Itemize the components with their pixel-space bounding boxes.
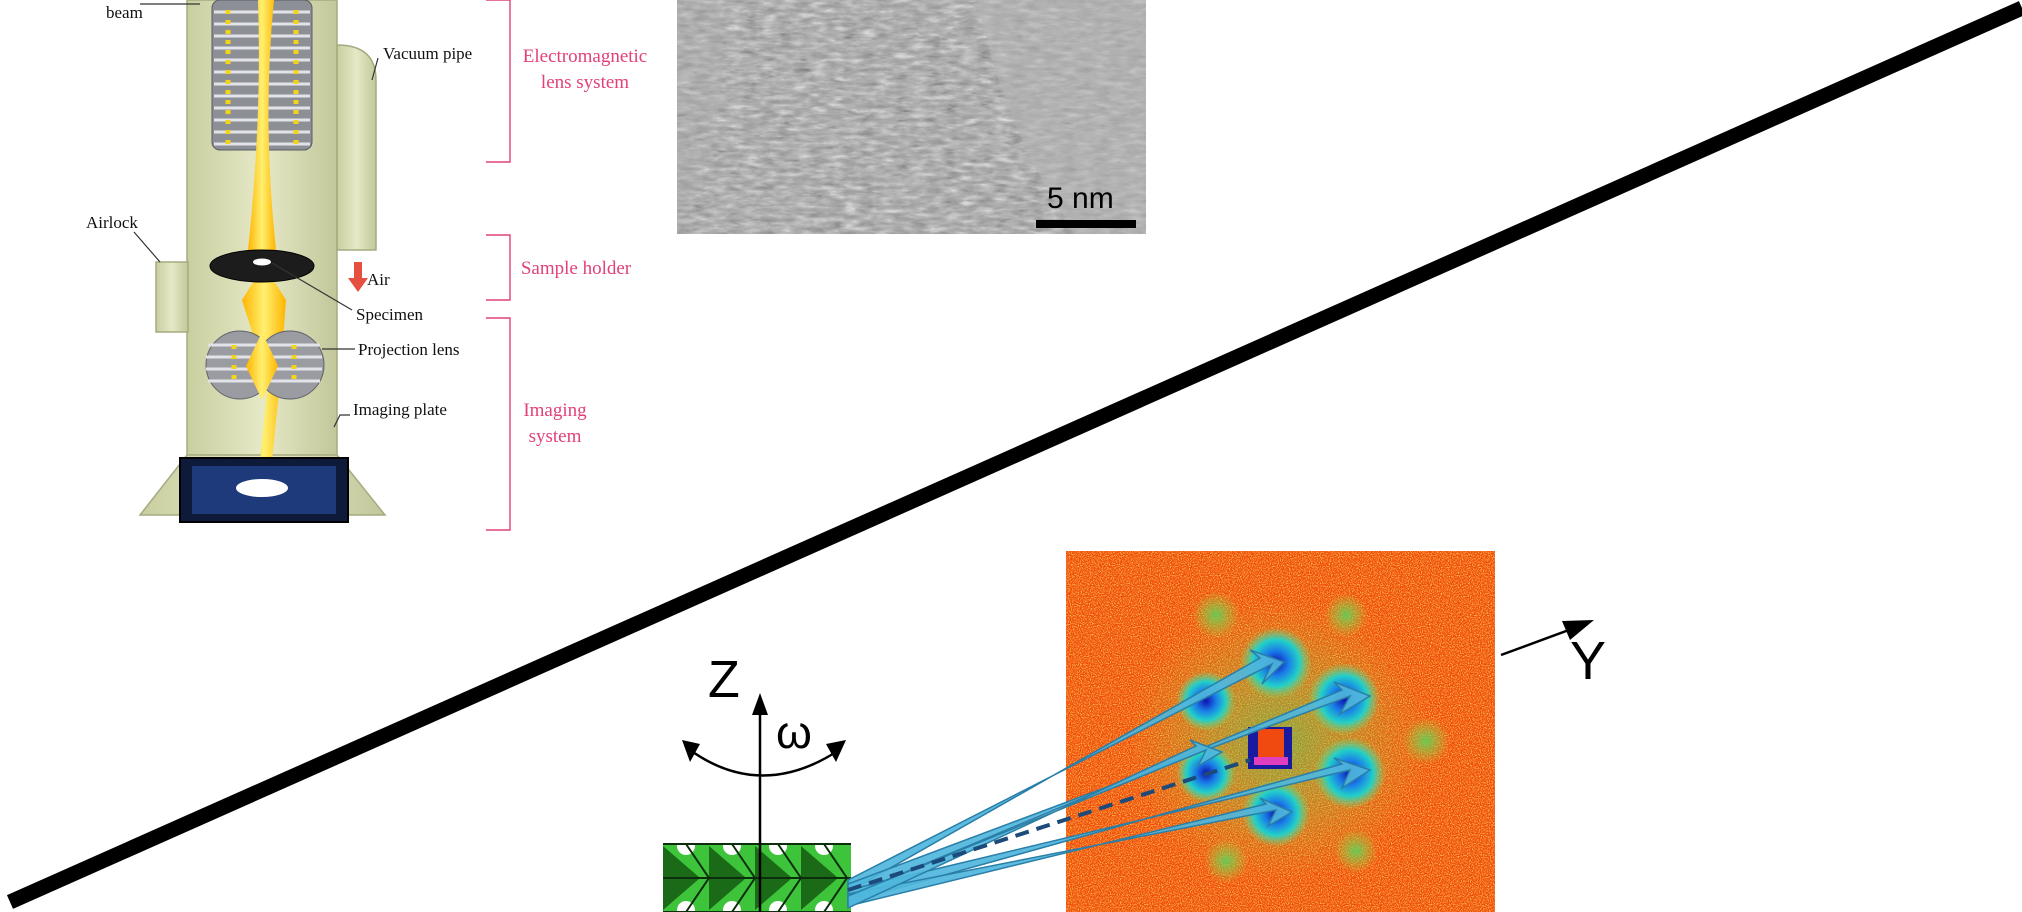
specimen-label: Specimen bbox=[356, 305, 424, 324]
air-label: Air bbox=[367, 270, 390, 289]
tem-texture bbox=[677, 0, 1146, 234]
em-lens-line-1: Electromagnetic bbox=[522, 46, 648, 67]
direct-beam-dashed bbox=[847, 758, 1251, 892]
electron-beam-label: beam bbox=[106, 3, 143, 22]
tem-micrograph: 5 nm bbox=[677, 0, 1146, 234]
axis-y-label: Y bbox=[1570, 631, 1607, 691]
imaging-plate-label: Imaging plate bbox=[353, 400, 447, 419]
vacuum-pipe-label: Vacuum pipe bbox=[383, 44, 473, 63]
omega-rotation-arrow bbox=[682, 740, 846, 777]
electron-beam bbox=[248, 0, 276, 270]
imaging-line-1: Imaging bbox=[523, 400, 587, 421]
axis-z-label: Z bbox=[708, 651, 740, 709]
projection-lens bbox=[205, 330, 325, 400]
specimen-holder bbox=[209, 249, 315, 283]
em-lens-line-2: lens system bbox=[540, 72, 630, 93]
airlock-label: Airlock bbox=[86, 213, 138, 232]
scale-bar bbox=[1036, 220, 1136, 228]
air-arrow-icon bbox=[348, 262, 368, 292]
crystal-lattice bbox=[663, 837, 851, 912]
scale-bar-label: 5 nm bbox=[1047, 182, 1114, 215]
imaging-system-label: Imaging system bbox=[512, 398, 598, 450]
sample-holder-label: Sample holder bbox=[520, 258, 632, 279]
y-axis-arrow bbox=[1500, 620, 1594, 657]
vacuum-pipe bbox=[336, 44, 377, 251]
diffracted-beams bbox=[847, 649, 1372, 910]
airlock bbox=[155, 261, 189, 333]
z-axis bbox=[752, 693, 768, 912]
em-lens-system-label: Electromagnetic lens system bbox=[514, 44, 656, 96]
axis-omega-label: ω bbox=[776, 706, 812, 758]
imaging-line-2: system bbox=[528, 426, 582, 447]
diagonal-divider bbox=[6, 1, 2022, 909]
projection-lens-label: Projection lens bbox=[358, 340, 460, 359]
